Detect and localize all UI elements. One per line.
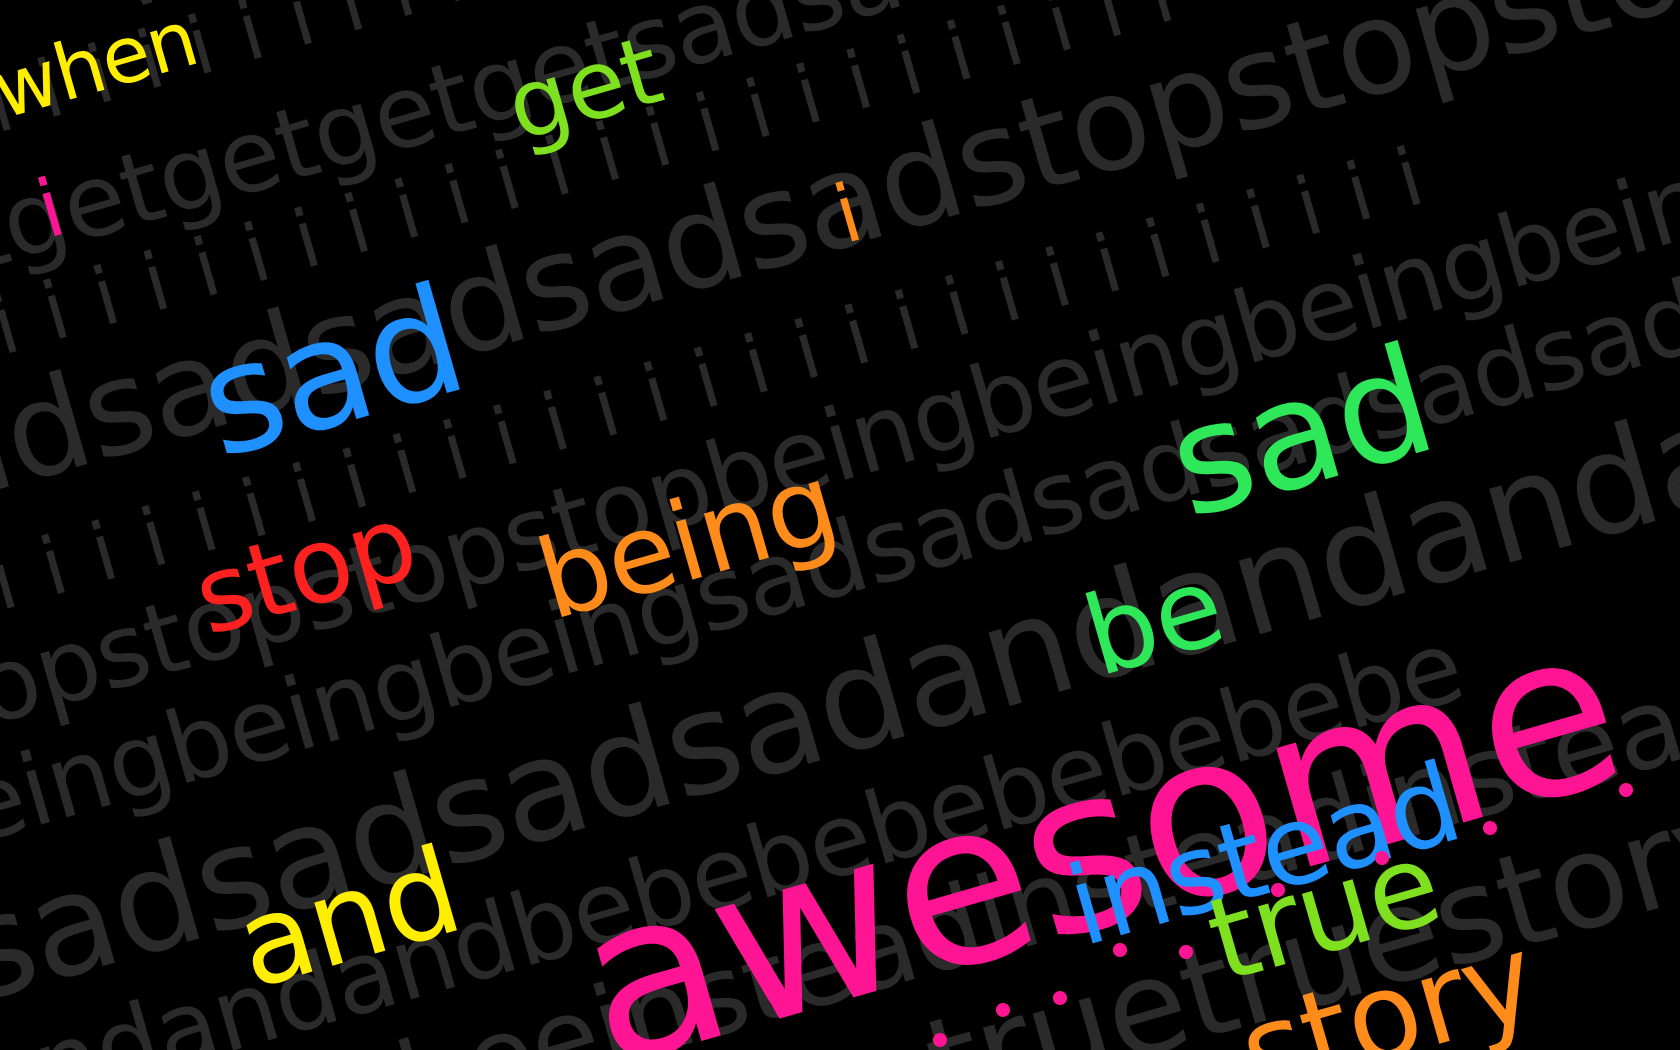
dot — [1113, 943, 1127, 957]
dot — [933, 1033, 947, 1047]
dot — [1619, 783, 1633, 797]
dot — [996, 1003, 1010, 1017]
dot — [1483, 821, 1497, 835]
dot — [1271, 883, 1285, 897]
dot — [1053, 991, 1067, 1005]
dot — [1179, 945, 1193, 959]
dot — [1375, 851, 1389, 865]
